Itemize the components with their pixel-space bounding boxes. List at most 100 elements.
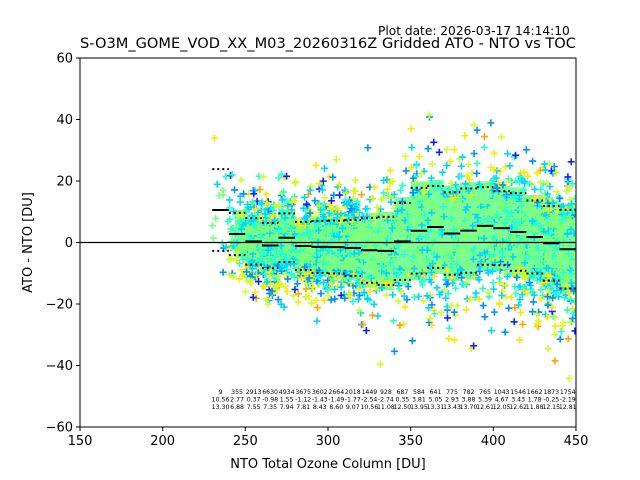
scatter-point [433, 284, 441, 292]
scatter-point [516, 283, 524, 291]
scatter-point [209, 234, 217, 242]
bin-mean-label: 0.37 [247, 397, 261, 404]
scatter-point [310, 233, 318, 241]
scatter-point [562, 214, 570, 222]
scatter-point [515, 301, 523, 309]
scatter-point [358, 269, 366, 277]
scatter-point [256, 186, 264, 194]
scatter-point [375, 233, 383, 241]
scatter-point [505, 304, 513, 312]
scatter-point [389, 291, 397, 299]
scatter-point [565, 289, 573, 297]
scatter-point [329, 205, 337, 213]
scatter-point [340, 250, 348, 258]
scatter-point [450, 308, 458, 316]
bin-std-label: 13.95 [410, 404, 428, 411]
scatter-point [537, 295, 545, 303]
scatter-point [291, 179, 299, 187]
scatter-point [364, 144, 372, 152]
scatter-point [325, 209, 333, 217]
scatter-point [513, 218, 521, 226]
scatter-point [459, 239, 467, 247]
scatter-point [304, 269, 312, 277]
scatter-point [372, 223, 380, 231]
scatter-point [232, 256, 240, 264]
bin-mean-label: 3.43 [511, 397, 525, 404]
scatter-point [231, 186, 239, 194]
scatter-point [297, 274, 305, 282]
scatter-point [398, 198, 406, 206]
scatter-point [500, 243, 508, 251]
scatter-point [315, 266, 323, 274]
scatter-point [333, 268, 341, 276]
scatter-point [308, 286, 316, 294]
bin-std-label: 13.31 [427, 404, 445, 411]
scatter-point [440, 213, 448, 221]
scatter-point [308, 259, 316, 267]
scatter-point [563, 209, 571, 217]
scatter-point [319, 177, 327, 185]
scatter-point [368, 194, 376, 202]
scatter-point [322, 267, 330, 275]
scatter-point [490, 166, 498, 174]
scatter-point [262, 190, 270, 198]
scatter-point [262, 199, 270, 207]
scatter-point [512, 151, 520, 159]
scatter-point [544, 219, 552, 227]
scatter-point [496, 233, 504, 241]
scatter-point [445, 335, 453, 343]
scatter-point [376, 360, 384, 368]
scatter-point [556, 229, 564, 237]
scatter-point [533, 276, 541, 284]
scatter-point [359, 259, 367, 267]
scatter-point [283, 172, 291, 180]
scatter-point [441, 261, 449, 269]
scatter-point [488, 209, 496, 217]
scatter-point [430, 272, 438, 280]
scatter-point [461, 132, 469, 140]
scatter-point [556, 335, 564, 343]
scatter-point [400, 320, 408, 328]
scatter-point [330, 191, 338, 199]
scatter-point [315, 179, 323, 187]
scatter-point [298, 227, 306, 235]
scatter-point [343, 222, 351, 230]
scatter-point [410, 265, 418, 273]
scatter-point [287, 246, 295, 254]
scatter-point [324, 292, 332, 300]
scatter-point [443, 197, 451, 205]
scatter-point [426, 314, 434, 322]
scatter-point [549, 312, 557, 320]
bin-count-label: 1662 [527, 389, 543, 396]
scatter-point [509, 253, 517, 261]
x-tick-label: 150 [68, 434, 93, 449]
scatter-point [369, 280, 377, 288]
bin-mean-label: -1.77 [345, 397, 361, 404]
scatter-point [489, 176, 497, 184]
scatter-point [272, 253, 280, 261]
scatter-point [315, 202, 323, 210]
scatter-point [296, 235, 304, 243]
scatter-point [312, 296, 320, 304]
scatter-point [300, 231, 308, 239]
scatter-point [408, 337, 416, 345]
scatter-point [395, 210, 403, 218]
scatter-point [456, 265, 464, 273]
scatter-point [213, 180, 221, 188]
scatter-point [350, 249, 358, 257]
scatter-point [508, 199, 516, 207]
scatter-point [520, 168, 528, 176]
bin-mean-label: -0.25 [543, 397, 559, 404]
scatter-point [418, 203, 426, 211]
scatter-point [565, 257, 573, 265]
plot-date: Plot date: 2026-03-17 14:14:10 [378, 24, 570, 38]
scatter-point [449, 279, 457, 287]
scatter-point [521, 177, 529, 185]
scatter-point [490, 308, 498, 316]
scatter-point [371, 263, 379, 271]
bin-annotations: 910.5613.303552.776.8829130.377.556630-0… [212, 389, 577, 411]
scatter-point [341, 294, 349, 302]
scatter-point [331, 295, 339, 303]
scatter-point [278, 250, 286, 258]
scatter-point [462, 306, 470, 314]
